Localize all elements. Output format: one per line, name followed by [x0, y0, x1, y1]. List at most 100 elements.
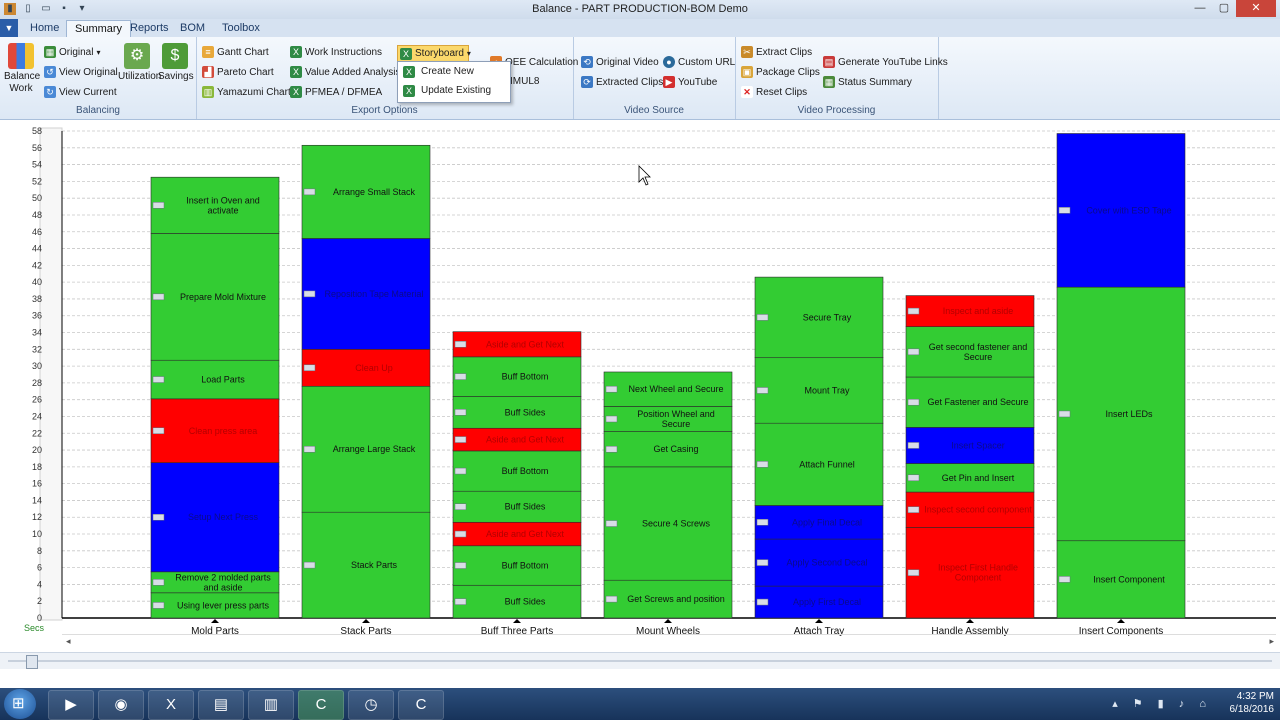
clip-icon	[605, 415, 618, 423]
category-label: Attach Tray	[794, 626, 845, 637]
segment-label: Insert Spacer	[951, 440, 1005, 450]
savings-button[interactable]: $ Savings	[158, 43, 194, 82]
gantt-icon: ≡	[202, 46, 214, 58]
view-original-button[interactable]: ↺ View Original	[44, 66, 118, 78]
y-tick-label: 4	[37, 579, 42, 589]
original-dropdown[interactable]: ▦ Original ▾	[44, 46, 101, 58]
segment-label: Insert Component	[1093, 574, 1165, 584]
generate-youtube-links-button[interactable]: ▤ Generate YouTube Links	[823, 56, 948, 68]
category-marker	[211, 619, 219, 623]
file-explorer-icon[interactable]: ▤	[198, 690, 244, 720]
bar-segment	[452, 331, 582, 358]
camtasia-recorder-icon[interactable]: C	[398, 690, 444, 720]
app-menu-button[interactable]: ▼	[0, 19, 18, 37]
value-added-analysis-button[interactable]: X Value Added Analysis	[290, 66, 400, 78]
system-tray-icons[interactable]: ▴ ⚑ ▮ ♪ ⌂	[1112, 698, 1212, 710]
pfmea-button[interactable]: X PFMEA / DFMEA	[290, 86, 382, 98]
y-tick-label: 24	[32, 411, 42, 421]
close-button[interactable]: ✕	[1236, 0, 1276, 17]
excel-icon: X	[403, 65, 415, 78]
new-file-icon[interactable]: ▯	[25, 3, 31, 14]
close-icon: ✕	[741, 86, 753, 98]
video-source-group-label: Video Source	[624, 105, 684, 116]
tab-summary[interactable]: Summary	[66, 20, 132, 38]
simul8-button[interactable]: IMUL8	[510, 76, 540, 87]
balance-app-icon[interactable]: ▥	[248, 690, 294, 720]
scroll-left-icon[interactable]: ◂	[66, 636, 71, 646]
update-existing-menu-item[interactable]: X Update Existing	[398, 81, 510, 100]
tab-home[interactable]: Home	[30, 22, 60, 34]
customize-qat-icon[interactable]: ▾	[79, 3, 85, 14]
status-summary-button[interactable]: ▦ Status Summary	[823, 76, 912, 88]
save-icon[interactable]: ▪	[62, 3, 66, 14]
y-tick-label: 32	[32, 344, 42, 354]
maximize-button[interactable]: ▢	[1218, 2, 1230, 14]
clip-icon	[756, 598, 769, 606]
scroll-right-icon[interactable]: ▸	[1269, 636, 1274, 646]
bar-segment	[1056, 133, 1186, 288]
excel-icon: X	[290, 86, 302, 98]
clock-app-icon[interactable]: ◷	[348, 690, 394, 720]
clip-icon	[907, 348, 920, 356]
segment-label: Aside and Get Next	[486, 339, 565, 349]
bar-segment	[603, 431, 733, 468]
slider-thumb[interactable]	[26, 655, 38, 669]
excel-taskbar-icon[interactable]: X	[148, 690, 194, 720]
clip-icon	[605, 385, 618, 393]
open-folder-icon[interactable]: ▭	[41, 3, 51, 14]
bar-segment	[452, 490, 582, 523]
balance-work-button[interactable]: Balance Work	[4, 43, 40, 95]
horizontal-scrollbar[interactable]: ◂ ▸	[62, 634, 1276, 647]
media-player-icon[interactable]: ▶	[48, 690, 94, 720]
category-label: Mold Parts	[191, 626, 239, 637]
system-clock[interactable]: 4:32 PM 6/18/2016	[1230, 690, 1275, 716]
original-video-button[interactable]: ⟲ Original Video	[581, 56, 659, 68]
custom-url-button[interactable]: ● Custom URL	[663, 56, 735, 68]
storyboard-dropdown-button[interactable]: X Storyboard ▾	[397, 45, 471, 62]
yamazumi-icon: ▥	[202, 86, 214, 98]
video-processing-group: ✂ Extract Clips ▣ Package Clips ✕ Reset Cli…	[735, 37, 948, 119]
package-clips-button[interactable]: ▣ Package Clips	[741, 66, 820, 78]
extract-clips-button[interactable]: ✂ Extract Clips	[741, 46, 812, 58]
tab-toolbox[interactable]: Toolbox	[222, 22, 260, 34]
utilization-button[interactable]: ⚙ Utilization	[118, 43, 161, 82]
segment-label: Buff Sides	[505, 407, 546, 417]
storyboard-menu: X Create New X Update Existing	[397, 61, 511, 103]
minimize-button[interactable]: —	[1194, 2, 1206, 14]
windows-taskbar: ▶ ◉ X ▤ ▥ C ◷ C ▴ ⚑ ▮ ♪ ⌂ 4:32 PM 6/18/2…	[0, 688, 1280, 720]
clip-icon	[907, 569, 920, 576]
segment-label: Arrange Small Stack	[333, 187, 416, 197]
y-tick-label: 34	[32, 328, 42, 338]
clip-icon	[303, 364, 316, 372]
clip-icon	[1058, 576, 1071, 583]
segment-label: Get Fastener and Secure	[927, 397, 1028, 407]
view-current-button[interactable]: ↻ View Current	[44, 86, 117, 98]
bar-segment	[905, 376, 1035, 428]
quick-access-toolbar: ▮ ▯ ▭ ▪ ▾	[4, 3, 88, 15]
export-options-group: ≡ Gantt Chart ▟ Pareto Chart ▥ Yamazumi Cha…	[196, 37, 578, 119]
gantt-chart-button[interactable]: ≡ Gantt Chart	[202, 46, 269, 58]
extracted-clips-button[interactable]: ⟳ Extracted Clips	[581, 76, 663, 88]
clip-icon	[152, 579, 165, 586]
segment-label: Position Wheel and	[637, 409, 715, 419]
y-tick-label: 42	[32, 260, 42, 270]
category-marker	[966, 619, 974, 623]
work-instructions-button[interactable]: X Work Instructions	[290, 46, 382, 58]
clip-icon	[605, 445, 618, 453]
segment-label: Next Wheel and Secure	[628, 384, 723, 394]
bar-segment	[301, 511, 431, 619]
create-new-menu-item[interactable]: X Create New	[398, 62, 510, 81]
youtube-button[interactable]: ▶ YouTube	[663, 76, 717, 88]
segment-label: Inspect First Handle	[938, 563, 1018, 573]
chrome-icon[interactable]: ◉	[98, 690, 144, 720]
yamazumi-chart-button[interactable]: ▥ Yamazumi Chart	[202, 86, 291, 98]
tab-reports[interactable]: Reports	[130, 22, 169, 34]
reset-clips-button[interactable]: ✕ Reset Clips	[741, 86, 807, 98]
pareto-chart-button[interactable]: ▟ Pareto Chart	[202, 66, 274, 78]
clip-icon	[756, 559, 769, 566]
start-button[interactable]	[4, 689, 36, 719]
tab-bom[interactable]: BOM	[180, 22, 206, 34]
y-tick-label: 30	[32, 361, 42, 371]
camtasia-icon[interactable]: C	[298, 690, 344, 720]
zoom-slider[interactable]	[0, 652, 1280, 669]
